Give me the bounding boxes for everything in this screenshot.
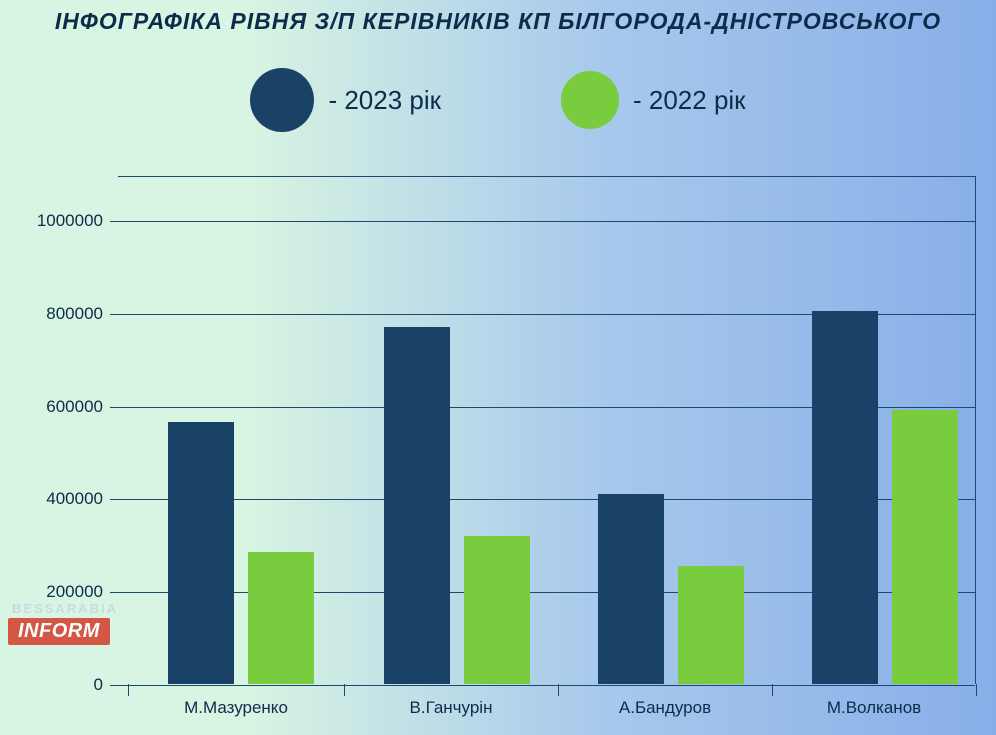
bar [464,536,530,684]
x-tick-label: М.Волканов [827,698,921,718]
y-tick-label: 1000000 [23,211,103,231]
bar [812,311,878,684]
x-tick [128,684,129,696]
x-tick-label: А.Бандуров [619,698,711,718]
grid-line [110,685,975,686]
bar [168,422,234,684]
legend-item-2022: - 2022 рік [561,71,746,129]
y-tick-label: 0 [23,675,103,695]
legend-circle-icon [561,71,619,129]
y-tick-label: 800000 [23,304,103,324]
legend-circle-icon [250,68,314,132]
bar [248,552,314,684]
legend: - 2023 рік - 2022 рік [0,68,996,132]
grid-line [110,221,975,222]
plot-area: 02000004000006000008000001000000М.Мазуре… [118,176,976,684]
x-tick-label: В.Ганчурін [410,698,493,718]
x-tick-label: М.Мазуренко [184,698,288,718]
bar [384,327,450,684]
x-tick [344,684,345,696]
legend-item-2023: - 2023 рік [250,68,441,132]
bar [892,410,958,684]
watermark-box: INFORM [8,618,110,645]
bar [678,566,744,684]
x-tick [772,684,773,696]
y-tick-label: 400000 [23,489,103,509]
legend-label: - 2022 рік [633,85,746,116]
chart-title: ІНФОГРАФІКА РІВНЯ З/П КЕРІВНИКІВ КП БІЛГ… [0,8,996,35]
watermark-top-text: BESSARABIA [8,601,118,616]
legend-label: - 2023 рік [328,85,441,116]
bar [598,494,664,684]
x-tick [976,684,977,696]
watermark: BESSARABIA INFORM [8,601,118,645]
y-tick-label: 600000 [23,397,103,417]
y-tick-label: 200000 [23,582,103,602]
x-tick [558,684,559,696]
